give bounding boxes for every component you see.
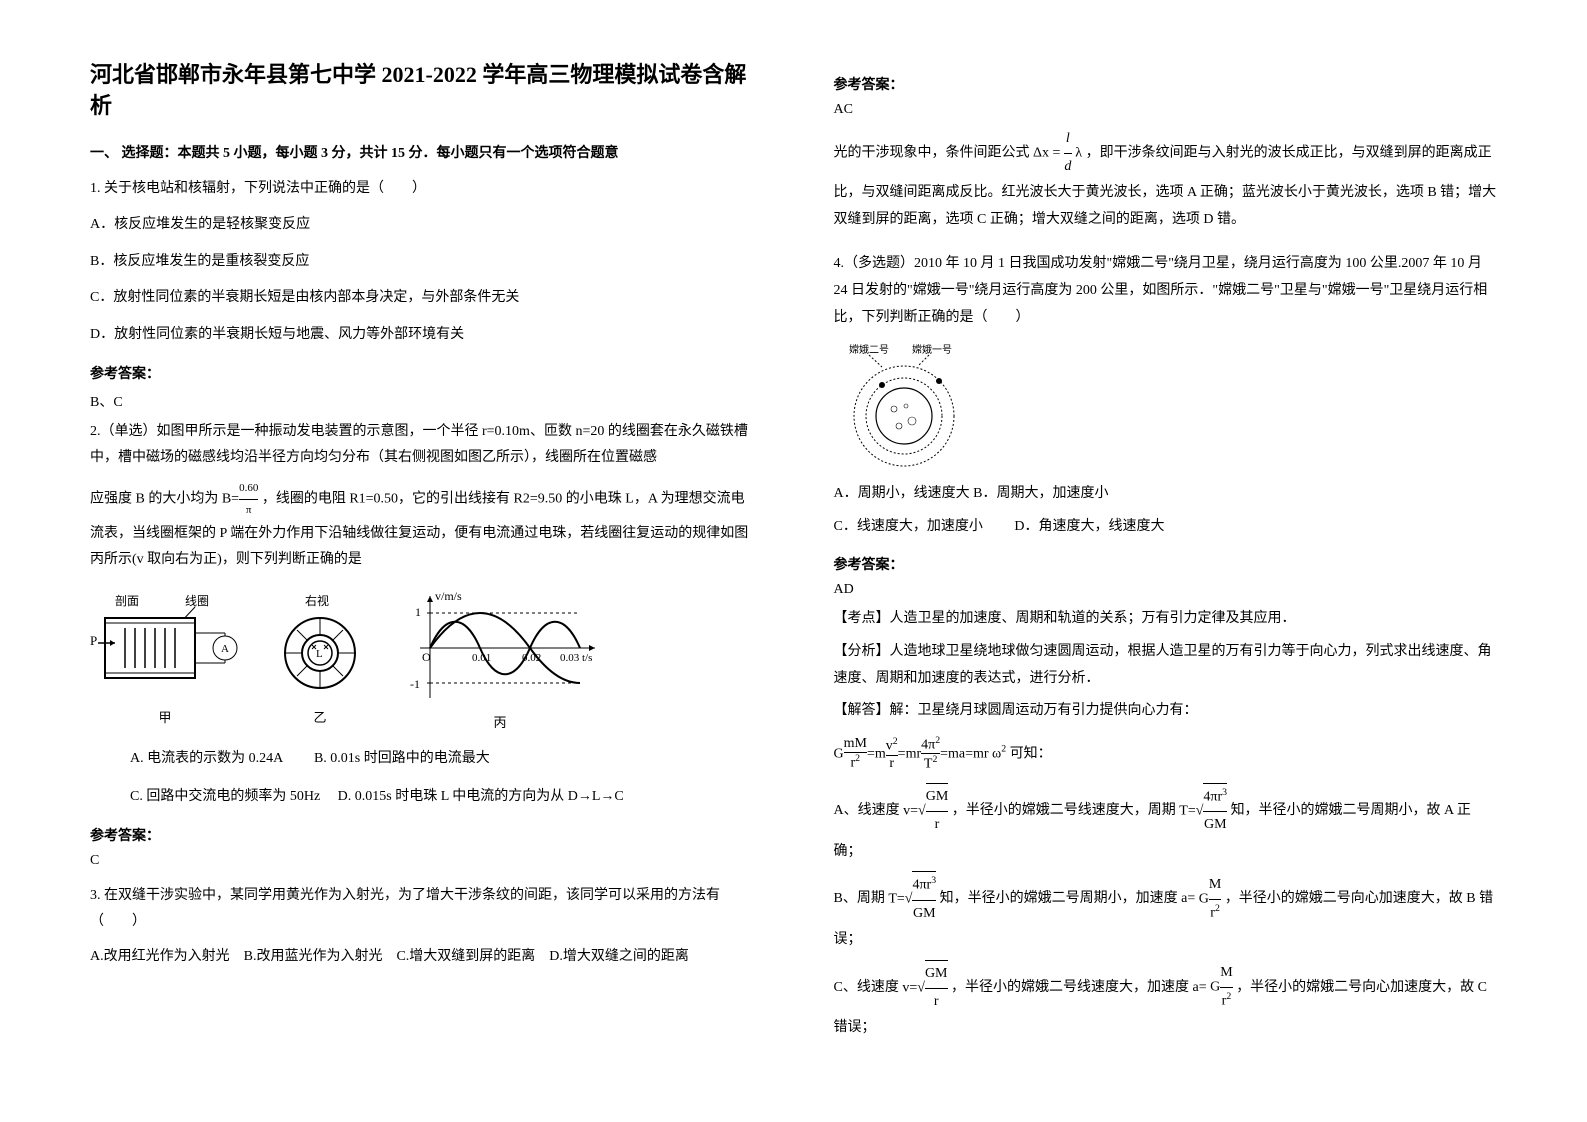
svg-text:L: L [316, 648, 323, 660]
q4-opts-row2: C．线速度大，加速度小 D．角速度大，线速度大 [834, 514, 1498, 541]
label-poumian: 剖面 [115, 594, 139, 608]
caption-bing: 丙 [400, 712, 600, 731]
left-column: 河北省邯郸市永年县第七中学 2021-2022 学年高三物理模拟试卷含解析 一、… [50, 60, 794, 1082]
label-xianquan: 线圈 [185, 594, 209, 608]
q1-optC: C．放射性同位素的半衰期长短是由核内部本身决定，与外部条件无关 [90, 285, 754, 312]
q3-formula: Δx = ld λ [1033, 126, 1082, 180]
q3-answer-label: 参考答案： [834, 74, 1498, 94]
q1-answer-label: 参考答案： [90, 363, 754, 383]
q1-optA: A．核反应堆发生的是轻核聚变反应 [90, 212, 754, 239]
q2-stem-p2a: 应强度 B 的大小均为 [90, 491, 218, 506]
q2-fig-yi: 右视 L [270, 593, 370, 726]
graph-xlabel: 0.03 t/s [560, 652, 592, 664]
q2-stem-p2-line: 应强度 B 的大小均为 B=0.60π ，线圈的电阻 R1=0.50，它的引出线… [90, 478, 754, 574]
q2-optC: C. 回路中交流电的频率为 50Hz [130, 789, 320, 804]
q2-optD: D. 0.015s 时电珠 L 中电流的方向为从 D→L→C [338, 789, 624, 804]
q4-T-formula-1: T=√4πr3GM [1179, 783, 1227, 839]
q4-a-formula-2: GMr2 [1210, 960, 1233, 1015]
q4-partB-p2: 知，半径小的嫦娥二号周期小，加速度 a= [940, 892, 1196, 907]
q2-answer: C [90, 853, 754, 869]
q1-optB: B．核反应堆发生的是重核裂变反应 [90, 249, 754, 276]
q4-partB-p1: B、周期 [834, 892, 885, 907]
q2-svg-yi: 右视 L [270, 593, 370, 703]
q1-answer: B、C [90, 391, 754, 411]
caption-jia: 甲 [90, 707, 240, 726]
q4-partA-p1: A、线速度 [834, 803, 900, 818]
label-e2: 嫦娥二号 [849, 343, 889, 356]
q2-fig-bing: v/m/s 1 -1 0.01 0.02 0.03 t/s O [400, 588, 600, 731]
q4-answer: AD [834, 582, 1498, 598]
graph-ymin: -1 [410, 677, 420, 691]
q3-explain-p1: 光的干涉现象中，条件间距公式 [834, 145, 1030, 160]
q4-jiedahead: 【解答】解：卫星绕月球圆周运动万有引力提供向心力有： [834, 698, 1498, 725]
section-1-head: 一、 选择题：本题共 5 小题，每小题 3 分，共计 15 分．每小题只有一个选… [90, 142, 754, 162]
q4-stem: 4.（多选题）2010 年 10 月 1 日我国成功发射"嫦娥二号"绕月卫星，绕… [834, 251, 1498, 331]
q3-stem: 3. 在双缝干涉实验中，某同学用黄光作为入射光，为了增大干涉条纹的间距，该同学可… [90, 883, 754, 936]
graph-ymax: 1 [415, 605, 421, 619]
q3-answer: AC [834, 102, 1498, 118]
q4-v-formula-2: v=√GMr [902, 960, 947, 1015]
q4-partC: C、线速度 v=√GMr ，半径小的嫦娥二号线速度大，加速度 a= GMr2 ，… [834, 960, 1498, 1042]
q2-stem-p1: 2.（单选）如图甲所示是一种振动发电装置的示意图，一个半径 r=0.10m、匝数… [90, 419, 754, 472]
q2-fig-jia: 剖面 线圈 P [90, 593, 240, 726]
q2-optB: B. 0.01s 时回路中的电流最大 [314, 751, 490, 766]
caption-yi: 乙 [270, 707, 370, 726]
q4-partA: A、线速度 v=√GMr ，半径小的嫦娥二号线速度大，周期 T=√4πr3GM … [834, 783, 1498, 865]
right-column: 参考答案： AC 光的干涉现象中，条件间距公式 Δx = ld λ ，即干涉条纹… [794, 60, 1538, 1082]
q4-T-formula-2: T=√4πr3GM [888, 871, 936, 927]
q4-answer-label: 参考答案： [834, 554, 1498, 574]
q4-main-formula: GmMr2=mv2r=mr4π2T2=ma=mr ω2 可知： [834, 735, 1498, 773]
q1-stem: 1. 关于核电站和核辐射，下列说法中正确的是（ ） [90, 176, 754, 203]
q4-optC: C．线速度大，加速度小 [834, 519, 983, 534]
q2-options-line1: A. 电流表的示数为 0.24A B. 0.01s 时回路中的电流最大 [130, 745, 754, 773]
q4-partB: B、周期 T=√4πr3GM 知，半径小的嫦娥二号周期小，加速度 a= GMr2… [834, 871, 1498, 953]
q2-answer-label: 参考答案： [90, 825, 754, 845]
q4-jieda-tail: 可知： [1010, 746, 1052, 761]
q4-fenxi: 【分析】人造地球卫星绕地球做匀速圆周运动，根据人造卫星的万有引力等于向心力，列式… [834, 639, 1498, 692]
graph-tick2: 0.02 [522, 652, 541, 664]
q1-optD: D．放射性同位素的半衰期长短与地震、风力等外部环境有关 [90, 322, 754, 349]
q4-partC-p1: C、线速度 [834, 980, 899, 995]
svg-text:A: A [221, 643, 229, 655]
q4-kaodian: 【考点】人造卫星的加速度、周期和轨道的关系；万有引力定律及其应用． [834, 606, 1498, 633]
q4-v-formula-1: v=√GMr [903, 783, 948, 838]
q2-svg-jia: 剖面 线圈 P [90, 593, 240, 703]
svg-text:O: O [422, 650, 431, 664]
q3-opts: A.改用红光作为入射光 B.改用蓝光作为入射光 C.增大双缝到屏的距离 D.增大… [90, 944, 754, 971]
q4-partC-p2: ，半径小的嫦娥二号线速度大，加速度 a= [951, 980, 1207, 995]
q4-optA: A．周期小，线速度大 [834, 486, 970, 501]
q4-partA-p2: ，半径小的嫦娥二号线速度大，周期 [952, 803, 1176, 818]
label-e1: 嫦娥一号 [912, 343, 952, 356]
q2-svg-bing: v/m/s 1 -1 0.01 0.02 0.03 t/s O [400, 588, 600, 708]
q2-optA: A. 电流表的示数为 0.24A [130, 751, 282, 766]
q4-optB: B．周期大，加速度小 [973, 486, 1108, 501]
q2-options-line2: C. 回路中交流电的频率为 50Hz D. 0.015s 时电珠 L 中电流的方… [130, 783, 754, 811]
q4-svg: 嫦娥二号 嫦娥一号 [834, 341, 994, 471]
q2-b-formula: B=0.60π [222, 478, 258, 521]
page-title: 河北省邯郸市永年县第七中学 2021-2022 学年高三物理模拟试卷含解析 [90, 60, 754, 122]
graph-tick1: 0.01 [472, 652, 491, 664]
q4-a-formula-1: GMr2 [1199, 872, 1222, 927]
q2-figure-row: 剖面 线圈 P [90, 588, 754, 731]
q4-opts-row1: A．周期小，线速度大 B．周期大，加速度小 [834, 481, 1498, 508]
q3-explain: 光的干涉现象中，条件间距公式 Δx = ld λ ，即干涉条纹间距与入射光的波长… [834, 126, 1498, 233]
q4-figure: 嫦娥二号 嫦娥一号 [834, 341, 1498, 471]
label-youship: 右视 [305, 593, 329, 608]
q4-optD: D．角速度大，线速度大 [1014, 519, 1164, 534]
graph-ylabel: v/m/s [435, 589, 462, 603]
svg-text:P: P [90, 633, 97, 648]
